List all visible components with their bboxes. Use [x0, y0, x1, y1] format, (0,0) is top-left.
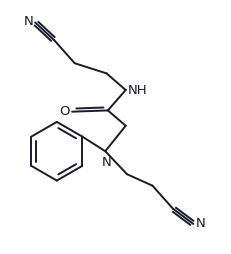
Text: N: N — [24, 15, 34, 28]
Text: O: O — [60, 105, 70, 118]
Text: N: N — [102, 156, 111, 169]
Text: N: N — [196, 217, 205, 230]
Text: NH: NH — [127, 84, 147, 97]
